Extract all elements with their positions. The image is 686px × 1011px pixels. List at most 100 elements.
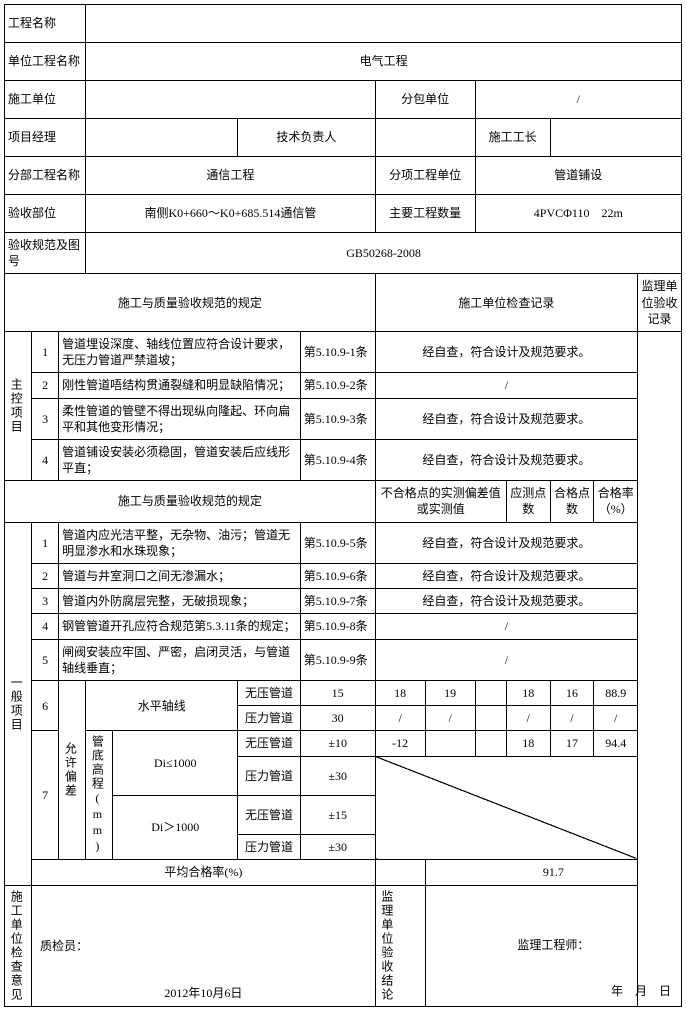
lbl-project-name: 工程名称 xyxy=(5,5,86,43)
val-spec: GB50268-2008 xyxy=(86,233,682,274)
val-subcontract: / xyxy=(475,81,681,119)
g-row-ref: 第5.10.9-6条 xyxy=(300,564,375,589)
spec: ±10 xyxy=(300,731,375,756)
m-row-ref: 第5.10.9-4条 xyxy=(300,439,375,480)
g-row-txt: 管道与井室洞口之间无渗漏水； xyxy=(59,564,301,589)
lbl-unit-project: 单位工程名称 xyxy=(5,43,86,81)
axis-label: 水平轴线 xyxy=(86,680,238,730)
g-row-n: 3 xyxy=(32,589,59,614)
m-row-ref: 第5.10.9-2条 xyxy=(300,373,375,398)
m-row-ref: 第5.10.9-3条 xyxy=(300,398,375,439)
m-row-rec: / xyxy=(375,373,637,398)
g-row-n: 5 xyxy=(32,639,59,680)
spec: ±30 xyxy=(300,756,375,795)
c4: 88.9 xyxy=(594,680,638,705)
val-unit-project: 电气工程 xyxy=(86,43,682,81)
c3: 17 xyxy=(550,731,594,756)
lbl-tech-lead: 技术负责人 xyxy=(238,119,375,157)
lbl-subitem: 分项工程单位 xyxy=(375,157,475,195)
foot-right-body: 监理工程师： 年 月 日 xyxy=(425,885,681,1006)
c2: 18 xyxy=(506,680,550,705)
band1-left: 施工与质量验收规范的规定 xyxy=(5,274,376,332)
m1: -12 xyxy=(375,731,425,756)
c4: 94.4 xyxy=(594,731,638,756)
pipe-elev-label: 管底高程(mm) xyxy=(86,731,113,860)
band2-c2: 应测点数 xyxy=(506,481,550,522)
diag-empty xyxy=(375,756,637,860)
val-subitem: 管道铺设 xyxy=(475,157,681,195)
m-row-rec: 经自查，符合设计及规范要求。 xyxy=(375,439,637,480)
m2: 19 xyxy=(425,680,475,705)
val-pm xyxy=(86,119,238,157)
lbl-spec: 验收规范及图号 xyxy=(5,233,86,274)
band2-c4: 合格率（%） xyxy=(594,481,638,522)
g-row-txt: 管道内应光洁平整，无杂物、油污；管道无明显渗水和水珠现象； xyxy=(59,522,301,563)
foot-mid-label: 监理单位验收结论 xyxy=(375,885,425,1006)
eng-label: 监理工程师： xyxy=(429,937,678,953)
m3 xyxy=(475,731,506,756)
band2-c3: 合格点数 xyxy=(550,481,594,522)
val-main-qty: 4PVCΦ110 22m xyxy=(475,195,681,233)
c4: / xyxy=(594,706,638,731)
inspection-form: 工程名称 单位工程名称 电气工程 施工单位 分包单位 / 项目经理 技术负责人 … xyxy=(4,4,682,1007)
foot-left-label: 施工单位检查意见 xyxy=(5,885,32,1006)
m1: 18 xyxy=(375,680,425,705)
band2-c1: 不合格点的实测偏差值或实测值 xyxy=(375,481,506,522)
avg-label: 平均合格率(%) xyxy=(32,860,376,885)
g-row-txt: 管道内外防腐层完整，无破损现象； xyxy=(59,589,301,614)
general-group-label: 一般项目 xyxy=(5,522,32,885)
m-row-n: 1 xyxy=(32,331,59,372)
qc-label: 质检员： xyxy=(40,937,88,953)
g-row-n: 2 xyxy=(32,564,59,589)
band1-mid: 施工单位检查记录 xyxy=(375,274,637,332)
val-construct-unit xyxy=(86,81,375,119)
val-section-name: 通信工程 xyxy=(86,157,375,195)
pp: 压力管道 xyxy=(238,706,300,731)
di-gt: Di＞1000 xyxy=(113,795,238,860)
band1-right: 监理单位验收记录 xyxy=(638,274,682,332)
m-row-n: 4 xyxy=(32,439,59,480)
val-project-name xyxy=(86,5,682,43)
g-row-txt: 闸阀安装应牢固、严密，启闭灵活，与管道轴线垂直； xyxy=(59,639,301,680)
g-row-n: 6 xyxy=(32,680,59,730)
m-row-txt: 管道埋设深度、轴线位置应符合设计要求，无压力管道严禁道坡； xyxy=(59,331,301,372)
di-le: Di≤1000 xyxy=(113,731,238,796)
g-row-rec: 经自查，符合设计及规范要求。 xyxy=(375,589,637,614)
spec: ±30 xyxy=(300,835,375,860)
c2: 18 xyxy=(506,731,550,756)
g-row-n: 1 xyxy=(32,522,59,563)
m-row-n: 3 xyxy=(32,398,59,439)
spec: 15 xyxy=(300,680,375,705)
g-row-rec: / xyxy=(375,614,637,639)
c3: / xyxy=(550,706,594,731)
lbl-foreman: 施工工长 xyxy=(475,119,550,157)
m-row-ref: 第5.10.9-1条 xyxy=(300,331,375,372)
g-row-ref: 第5.10.9-8条 xyxy=(300,614,375,639)
pp: 压力管道 xyxy=(238,835,300,860)
avg-value: 91.7 xyxy=(425,860,681,885)
lbl-subcontract: 分包单位 xyxy=(375,81,475,119)
g-row-txt: 钢管管道开孔应符合规范第5.3.11条的规定； xyxy=(59,614,301,639)
band2-left: 施工与质量验收规范的规定 xyxy=(5,481,376,522)
lbl-section-name: 分部工程名称 xyxy=(5,157,86,195)
foot-left-body: 质检员： 2012年10月6日 xyxy=(32,885,376,1006)
master-group-label: 主控项目 xyxy=(5,331,32,480)
m2 xyxy=(425,731,475,756)
g-row-rec: / xyxy=(375,639,637,680)
c2: / xyxy=(506,706,550,731)
foot-ymd: 年 月 日 xyxy=(611,983,671,999)
lbl-pm: 项目经理 xyxy=(5,119,86,157)
g-row-n: 7 xyxy=(32,731,59,860)
lbl-construct-unit: 施工单位 xyxy=(5,81,86,119)
np: 无压管道 xyxy=(238,795,300,834)
c3: 16 xyxy=(550,680,594,705)
m-row-txt: 管道铺设安装必须稳固，管道安装后应线形平直； xyxy=(59,439,301,480)
val-accept-part: 南侧K0+660～K0+685.514通信管 xyxy=(86,195,375,233)
m-row-txt: 柔性管道的管壁不得出现纵向隆起、环向扁平和其他变形情况； xyxy=(59,398,301,439)
g-row-ref: 第5.10.9-9条 xyxy=(300,639,375,680)
lbl-accept-part: 验收部位 xyxy=(5,195,86,233)
g-row-rec: 经自查，符合设计及规范要求。 xyxy=(375,564,637,589)
g-row-rec: 经自查，符合设计及规范要求。 xyxy=(375,522,637,563)
val-tech-lead xyxy=(375,119,475,157)
g-row-ref: 第5.10.9-5条 xyxy=(300,522,375,563)
